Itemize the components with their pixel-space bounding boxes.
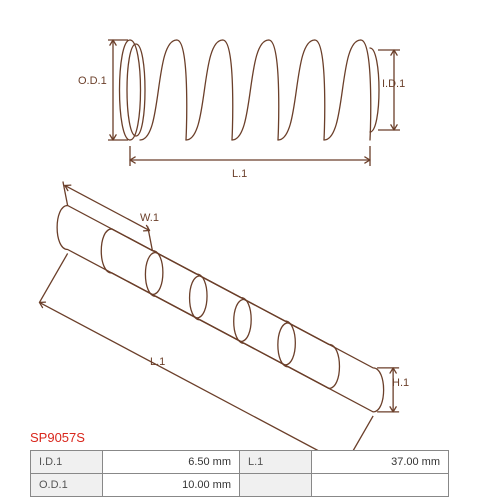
drawing-canvas	[0, 0, 500, 500]
part-code: SP9057S	[30, 430, 85, 445]
table-row: O.D.110.00 mm	[31, 474, 449, 497]
label-w1: W.1	[140, 212, 159, 224]
table-row: I.D.16.50 mmL.137.00 mm	[31, 451, 449, 474]
label-id1: I.D.1	[382, 78, 405, 90]
label-od1: O.D.1	[78, 75, 107, 87]
label-h1: H.1	[392, 377, 409, 389]
label-l1-iso: L.1	[150, 356, 165, 368]
spec-table: I.D.16.50 mmL.137.00 mmO.D.110.00 mm	[30, 450, 449, 497]
label-l1-top: L.1	[232, 168, 247, 180]
